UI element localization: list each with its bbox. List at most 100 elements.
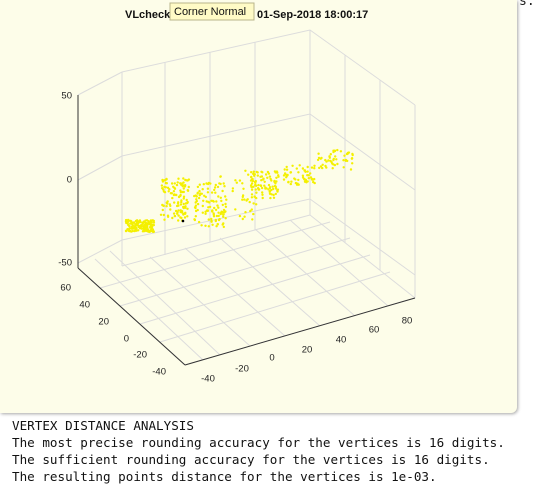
point [274, 171, 277, 174]
point [238, 179, 242, 182]
point [222, 213, 225, 216]
x-tick-label: -40 [201, 374, 215, 385]
point [139, 220, 142, 223]
point [336, 148, 339, 152]
point [173, 201, 176, 204]
point [234, 208, 237, 211]
point [210, 219, 213, 223]
point [182, 177, 185, 180]
point [269, 196, 272, 200]
point [247, 173, 250, 176]
point [254, 188, 257, 191]
point [224, 202, 227, 206]
point [193, 218, 196, 221]
point [135, 219, 139, 222]
point [211, 209, 214, 213]
point [165, 205, 168, 208]
point [274, 182, 277, 185]
point [182, 190, 185, 194]
point [250, 188, 254, 191]
point [219, 182, 222, 186]
point [219, 212, 222, 216]
point [316, 158, 320, 162]
point [313, 177, 316, 181]
point [261, 193, 264, 196]
point [163, 185, 166, 189]
point [208, 205, 212, 209]
point [210, 217, 213, 221]
point [242, 187, 245, 190]
point [172, 190, 176, 193]
point [321, 166, 324, 170]
point [149, 220, 152, 223]
point [208, 201, 211, 204]
point [255, 191, 258, 194]
point [161, 187, 164, 190]
x-tick-label: 60 [369, 325, 380, 336]
y-tick-label: 0 [124, 334, 129, 345]
point [206, 191, 210, 194]
point [201, 188, 204, 191]
point [144, 227, 147, 231]
point [295, 182, 299, 185]
point [179, 191, 183, 194]
point [169, 204, 172, 208]
point [291, 164, 294, 167]
point [231, 189, 234, 193]
point [130, 221, 133, 225]
point [252, 170, 255, 173]
point [285, 168, 289, 171]
point [173, 214, 176, 218]
point [349, 168, 353, 171]
point [268, 187, 272, 190]
point [214, 208, 218, 212]
point [180, 200, 183, 204]
point [262, 177, 265, 180]
x-tick-label: 20 [302, 345, 313, 356]
point [169, 208, 172, 211]
point [334, 155, 337, 158]
point [250, 171, 253, 174]
point [152, 223, 155, 227]
point [309, 172, 312, 175]
point [186, 215, 189, 218]
point [251, 177, 254, 181]
y-tick-label: -40 [152, 367, 166, 378]
point [166, 215, 170, 218]
point [241, 217, 244, 221]
point [186, 207, 189, 210]
point [250, 182, 254, 185]
point [128, 224, 131, 228]
point [202, 199, 205, 202]
console-line: VERTEX DISTANCE ANALYSIS [12, 418, 194, 433]
point [303, 178, 306, 181]
point [216, 185, 220, 189]
point [244, 211, 247, 214]
point [274, 192, 277, 196]
point [321, 163, 324, 166]
console-fragment: s. [519, 0, 535, 9]
point [207, 218, 210, 221]
point [217, 206, 220, 209]
point [207, 206, 210, 209]
point [214, 191, 217, 194]
point [212, 213, 215, 216]
point [290, 180, 293, 183]
point [250, 196, 254, 199]
point [241, 182, 244, 185]
point [140, 227, 144, 230]
point [257, 183, 260, 187]
point [271, 185, 274, 188]
point [134, 227, 137, 230]
point [319, 157, 322, 160]
point [268, 175, 272, 178]
point [266, 170, 270, 174]
point [135, 221, 139, 224]
point [307, 174, 310, 177]
point [275, 176, 278, 179]
point [211, 199, 215, 203]
point [187, 178, 191, 181]
point [261, 196, 264, 200]
point [339, 150, 343, 153]
point-cloud [124, 148, 354, 234]
